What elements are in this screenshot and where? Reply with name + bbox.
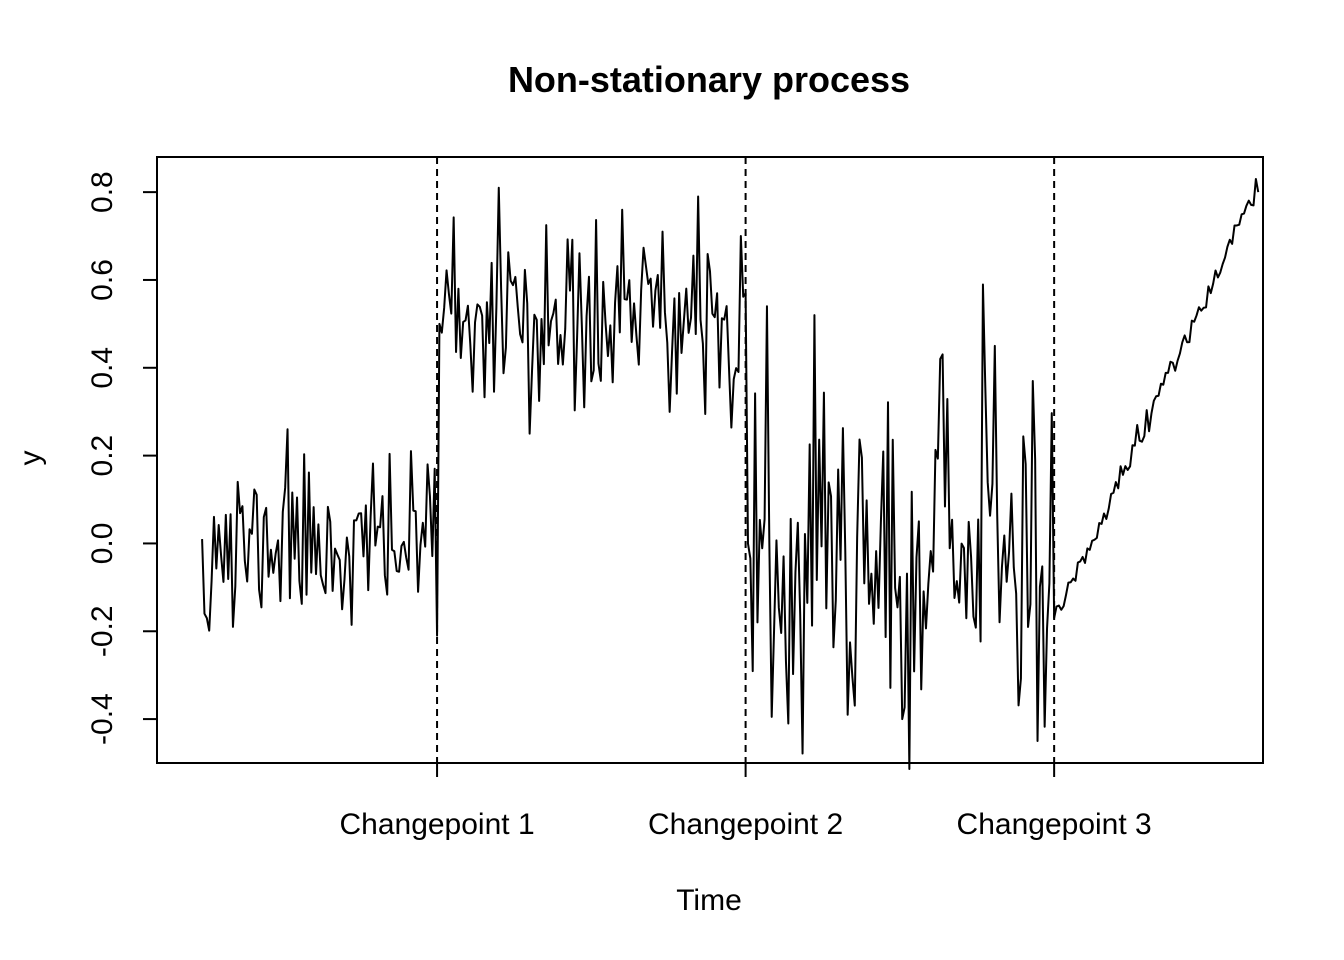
- x-axis-label: Time: [676, 884, 742, 917]
- plot-area: [201, 157, 1260, 770]
- series-line: [201, 177, 1260, 770]
- x-axis: Changepoint 1 Changepoint 2 Changepoint 3: [339, 763, 1152, 841]
- x-tick-label: Changepoint 2: [648, 808, 843, 841]
- y-tick-label: 0.0: [86, 523, 119, 565]
- chart-title: Non-stationary process: [508, 59, 910, 100]
- x-tick-label: Changepoint 1: [339, 808, 534, 841]
- y-tick-label: 0.2: [86, 435, 119, 477]
- y-axis-label: y: [14, 451, 47, 466]
- changepoint-lines: [436, 157, 1056, 763]
- y-tick-label: 0.6: [86, 259, 119, 301]
- y-tick-label: 0.4: [86, 347, 119, 389]
- x-tick-label: Changepoint 3: [957, 808, 1152, 841]
- y-tick-label: 0.8: [86, 171, 119, 213]
- y-tick-label: -0.4: [86, 693, 119, 745]
- y-axis: -0.4 -0.2 0.0 0.2 0.4 0.6 0.8: [86, 171, 158, 745]
- y-tick-label: -0.2: [86, 605, 119, 657]
